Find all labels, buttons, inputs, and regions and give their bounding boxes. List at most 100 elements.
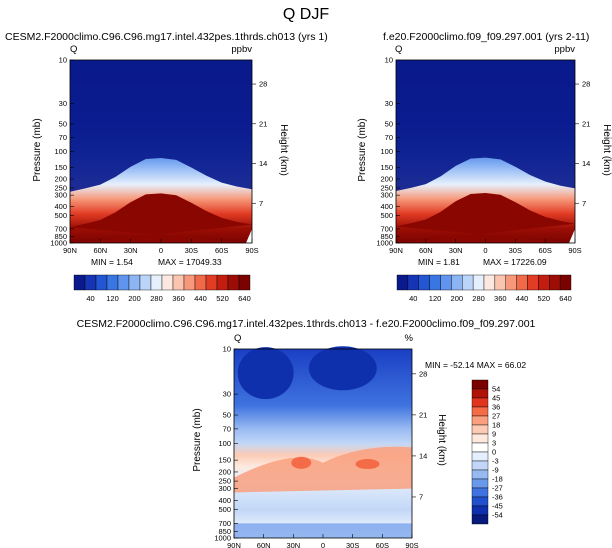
y-tick-label: 10 <box>385 56 393 65</box>
colorbar-label: 360 <box>494 294 507 303</box>
panel-units: % <box>405 333 414 344</box>
colorbar-swatch <box>161 274 174 291</box>
y-tick-label: 250 <box>54 183 67 192</box>
colorbar-label: 36 <box>492 403 500 412</box>
y-tick-label: 700 <box>380 224 393 233</box>
max-label: MAX = 17226.09 <box>483 257 547 267</box>
height-tick-label: 28 <box>259 80 267 89</box>
y-tick-label: 500 <box>54 211 67 220</box>
max-label: MAX = 17049.33 <box>158 257 222 267</box>
height-tick-label: 14 <box>259 159 267 168</box>
colorbar-swatch <box>559 274 572 291</box>
y-tick-label: 400 <box>218 496 231 505</box>
y-tick-label: 400 <box>54 202 67 211</box>
colorbar-swatch <box>451 274 463 291</box>
height-tick-label: 28 <box>419 369 427 378</box>
colorbar-swatch <box>95 274 108 291</box>
colorbar-swatch <box>472 274 485 291</box>
colorbar-label: -9 <box>492 466 499 475</box>
anomaly-blob-sh <box>308 346 377 391</box>
colorbar-swatch <box>471 397 489 408</box>
colorbar-label: 520 <box>216 294 229 303</box>
y-tick-label: 100 <box>380 147 393 156</box>
y-tick-label: 200 <box>54 175 67 184</box>
colorbar-label: 200 <box>128 294 141 303</box>
y-tick-label: 700 <box>54 224 67 233</box>
x-tick-label: 30S <box>509 246 522 255</box>
height-tick-label: 28 <box>582 80 590 89</box>
colorbar-label: 120 <box>429 294 442 303</box>
colorbar-label: 9 <box>492 430 496 439</box>
colorbar: 40 120 200 280 360 440 520 640 <box>396 274 572 303</box>
colorbar-label: 54 <box>492 385 500 394</box>
panel-model: CESM2.F2000climo.C96.C96.mg17.intel.432p… <box>5 31 328 303</box>
colorbar-swatch <box>471 415 489 426</box>
y-tick-label: 1000 <box>214 534 231 543</box>
colorbar-swatch <box>172 274 185 291</box>
x-tick-label: 0 <box>159 246 163 255</box>
colorbar-swatch <box>84 274 97 291</box>
colorbar-swatch <box>471 442 489 453</box>
colorbar-label: -3 <box>492 457 499 466</box>
colorbar-label: 640 <box>559 294 572 303</box>
height-tick-label: 7 <box>419 492 423 501</box>
colorbar-swatch <box>471 478 489 489</box>
colorbar-label: 440 <box>516 294 529 303</box>
colorbar-swatch <box>418 274 430 291</box>
plot-area: 1030507010015020025030040050070085010009… <box>214 345 427 548</box>
x-tick-label: 90N <box>389 246 403 255</box>
y-tick-label: 10 <box>59 56 67 65</box>
height-tick-label: 21 <box>419 410 427 419</box>
y-axis-label: Pressure (mb) <box>357 118 368 181</box>
warm-anomaly-max-sh <box>355 459 380 470</box>
x-tick-label: 60S <box>215 246 228 255</box>
stratosphere-dry-region <box>396 60 575 191</box>
y-tick-label: 500 <box>380 211 393 220</box>
height-tick-label: 21 <box>582 119 590 128</box>
colorbar-label: -18 <box>492 475 503 484</box>
colorbar-swatch <box>505 274 517 291</box>
min-label: MIN = 1.81 <box>418 257 460 267</box>
x-tick-label: 60S <box>376 541 389 548</box>
colorbar-label: 360 <box>172 294 185 303</box>
y-tick-label: 250 <box>218 477 231 486</box>
x-tick-label: 0 <box>483 246 487 255</box>
colorbar-swatch <box>471 505 489 516</box>
topography-mask <box>569 229 575 243</box>
x-tick-label: 30S <box>346 541 359 548</box>
colorbar-swatch <box>483 274 496 291</box>
y-tick-label: 50 <box>59 119 67 128</box>
x-tick-label: 30N <box>286 541 300 548</box>
colorbar: 40 120 200 280 360 440 520 640 <box>73 274 251 303</box>
y-axis-label: Pressure (mb) <box>32 118 43 181</box>
colorbar-label: 440 <box>194 294 207 303</box>
stratosphere-dry-region <box>70 60 252 192</box>
lower-troposphere-anomaly <box>234 523 412 538</box>
y-axis-label: Pressure (mb) <box>192 408 203 471</box>
colorbar-label: 40 <box>86 294 94 303</box>
colorbar-swatch <box>117 274 130 291</box>
colorbar-swatch <box>205 274 218 291</box>
y-tick-label: 700 <box>218 519 231 528</box>
panel-variable: Q <box>234 333 241 344</box>
x-tick-label: 90N <box>227 541 241 548</box>
colorbar-swatch <box>471 451 489 462</box>
min-label: MIN = 1.54 <box>91 257 133 267</box>
colorbar-label: 27 <box>492 412 500 421</box>
colorbar-swatch <box>216 274 229 291</box>
colorbar-swatch <box>516 274 528 291</box>
x-tick-label: 90N <box>63 246 77 255</box>
y-tick-label: 100 <box>218 439 231 448</box>
y-tick-label: 70 <box>385 133 393 142</box>
colorbar-swatch <box>396 274 409 291</box>
y-tick-label: 300 <box>380 191 393 200</box>
colorbar-swatch <box>471 406 489 417</box>
height-tick-label: 7 <box>582 199 586 208</box>
x-tick-label: 60S <box>538 246 551 255</box>
colorbar-label: -45 <box>492 502 503 511</box>
colorbar-swatch <box>494 274 506 291</box>
colorbar-label: -36 <box>492 493 503 502</box>
moist-troposphere-region <box>70 193 252 243</box>
